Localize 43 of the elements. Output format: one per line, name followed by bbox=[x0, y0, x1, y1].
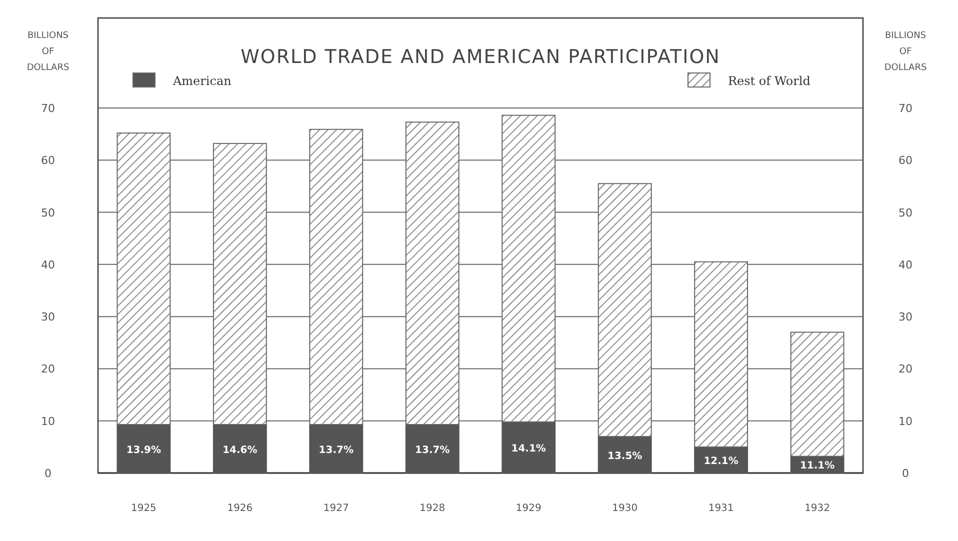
y2-tick-label: 0 bbox=[902, 467, 909, 480]
y2-tick-label: 60 bbox=[898, 154, 912, 168]
y-tick-label: 10 bbox=[41, 414, 55, 428]
x-tick-label: 1926 bbox=[227, 503, 253, 514]
y-tick-label: 40 bbox=[41, 258, 55, 272]
y-tick-label: 20 bbox=[41, 362, 55, 376]
annotation: 13.7% bbox=[415, 444, 450, 456]
y2-tick-label: 40 bbox=[898, 258, 912, 272]
y2-tick-label: 10 bbox=[898, 414, 912, 428]
y2-tick-label: 20 bbox=[898, 362, 912, 376]
x-tick-label: 1929 bbox=[516, 503, 542, 514]
legend-label: Rest of World bbox=[728, 74, 811, 88]
bar bbox=[502, 421, 556, 474]
annotation: 13.9% bbox=[126, 444, 162, 456]
y-tick-label: 70 bbox=[41, 102, 55, 115]
bar bbox=[405, 424, 460, 474]
y2-axis-title: BILLIONS OF DOLLARS bbox=[884, 31, 927, 73]
y-axis-title: BILLIONS OF DOLLARS bbox=[26, 31, 70, 73]
annotation: 12.1% bbox=[704, 456, 738, 467]
chart-title: WORLD TRADE AND AMERICAN PARTICIPATION bbox=[240, 46, 720, 68]
x-tick-label: 1931 bbox=[708, 503, 734, 514]
y-tick-label: 30 bbox=[41, 310, 55, 324]
y-tick-label: 60 bbox=[41, 154, 55, 168]
y2-tick-label: 50 bbox=[898, 206, 912, 220]
bar bbox=[116, 424, 171, 474]
bar bbox=[309, 424, 364, 474]
y2-tick-label: 30 bbox=[898, 310, 912, 324]
x-tick-label: 1927 bbox=[323, 503, 349, 514]
annotation: 14.1% bbox=[511, 443, 546, 454]
y2-tick-label: 70 bbox=[898, 102, 912, 115]
bar bbox=[598, 436, 652, 474]
annotation: 14.6% bbox=[222, 444, 258, 456]
x-tick-label: 1932 bbox=[804, 503, 830, 514]
annotation: 13.5% bbox=[607, 450, 642, 462]
bar bbox=[212, 424, 267, 474]
x-tick-label: 1925 bbox=[130, 503, 156, 514]
x-tick-label: 1928 bbox=[420, 503, 446, 514]
annotation: 13.7% bbox=[318, 444, 354, 456]
legend-label: American bbox=[172, 74, 232, 88]
x-tick-label: 1930 bbox=[612, 503, 638, 514]
y-tick-label: 0 bbox=[44, 467, 52, 480]
annotation: 11.1% bbox=[800, 460, 835, 472]
y-tick-label: 50 bbox=[41, 206, 55, 220]
